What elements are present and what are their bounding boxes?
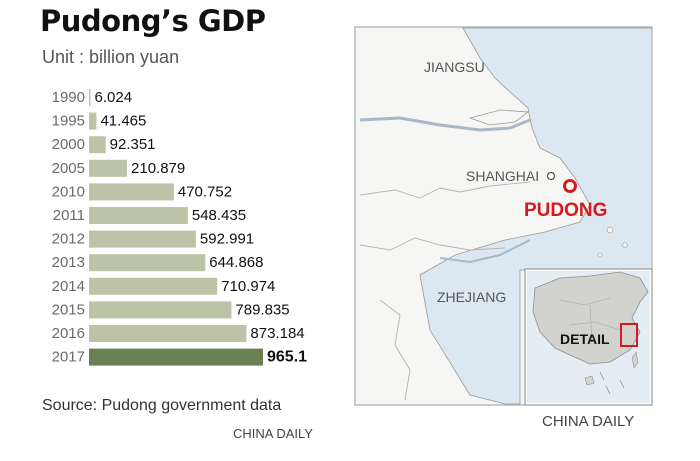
year-label: 2000 bbox=[52, 136, 85, 153]
chongming-island bbox=[468, 109, 530, 126]
gdp-bar bbox=[89, 183, 174, 201]
island bbox=[606, 226, 614, 234]
hangzhou-bay-edge bbox=[439, 239, 531, 264]
province-border-south bbox=[359, 237, 506, 251]
value-label: 6.024 bbox=[95, 89, 133, 106]
year-label: 2015 bbox=[52, 301, 85, 318]
gdp-bar bbox=[89, 89, 91, 106]
gdp-bar bbox=[89, 207, 188, 224]
value-label: 470.752 bbox=[178, 183, 232, 200]
value-label: 41.465 bbox=[100, 113, 146, 130]
gdp-bar bbox=[89, 277, 218, 295]
value-label: 548.435 bbox=[192, 207, 246, 224]
gdp-bar bbox=[89, 136, 106, 154]
label-shanghai: SHANGHAI bbox=[466, 168, 539, 184]
map-credit: CHINA DAILY bbox=[542, 413, 635, 430]
year-label: 2017 bbox=[52, 349, 85, 366]
island bbox=[622, 242, 628, 248]
label-detail: DETAIL bbox=[560, 331, 610, 347]
value-label: 873.184 bbox=[250, 325, 304, 342]
gdp-bar bbox=[89, 230, 196, 248]
gdp-bar bbox=[89, 301, 232, 319]
province-border-north bbox=[359, 181, 531, 199]
detail-box bbox=[620, 323, 638, 347]
gdp-bar bbox=[89, 325, 247, 342]
label-pudong: PUDONG bbox=[524, 200, 607, 221]
pudong-marker bbox=[563, 179, 577, 193]
shanghai-marker bbox=[546, 171, 556, 181]
year-label: 2005 bbox=[52, 160, 85, 177]
taiwan bbox=[631, 351, 639, 369]
year-label: 1995 bbox=[52, 113, 85, 130]
label-jiangsu: JIANGSU bbox=[424, 59, 485, 75]
value-label: 592.991 bbox=[200, 231, 254, 248]
year-label: 1990 bbox=[52, 89, 85, 106]
gdp-bar bbox=[89, 159, 128, 177]
value-label: 710.974 bbox=[221, 278, 275, 295]
year-label: 2011 bbox=[53, 207, 85, 224]
year-label: 2016 bbox=[52, 325, 85, 342]
year-label: 2014 bbox=[52, 278, 85, 295]
sea-area bbox=[419, 27, 653, 405]
island bbox=[597, 252, 603, 258]
chart-title: Pudong’s GDP bbox=[40, 4, 266, 38]
gdp-bar-chart: 1990 6.024 1995 41.465 2000 92.351 2005 210.879… bbox=[52, 89, 307, 366]
inset-borders bbox=[559, 297, 621, 346]
value-label: 789.835 bbox=[235, 301, 289, 318]
source-note: Source: Pudong government data bbox=[42, 397, 282, 414]
value-label: 644.868 bbox=[209, 254, 263, 271]
year-label: 2013 bbox=[52, 254, 85, 271]
gdp-bar bbox=[89, 112, 97, 130]
value-label: 92.351 bbox=[110, 136, 156, 153]
gdp-bar bbox=[89, 254, 206, 272]
year-label: 2010 bbox=[52, 183, 85, 200]
unit-label: Unit : billion yuan bbox=[42, 47, 180, 67]
province-border-zhejiang bbox=[379, 299, 411, 401]
value-label: 965.1 bbox=[267, 349, 307, 366]
gdp-bar bbox=[89, 348, 263, 366]
value-label: 210.879 bbox=[131, 160, 185, 177]
chart-credit: CHINA DAILY bbox=[233, 426, 313, 441]
label-zhejiang: ZHEJIANG bbox=[437, 289, 506, 305]
year-label: 2012 bbox=[52, 231, 85, 248]
yangtze-estuary bbox=[359, 116, 531, 132]
hainan bbox=[584, 375, 595, 386]
south-china-sea-dashes bbox=[599, 371, 625, 395]
